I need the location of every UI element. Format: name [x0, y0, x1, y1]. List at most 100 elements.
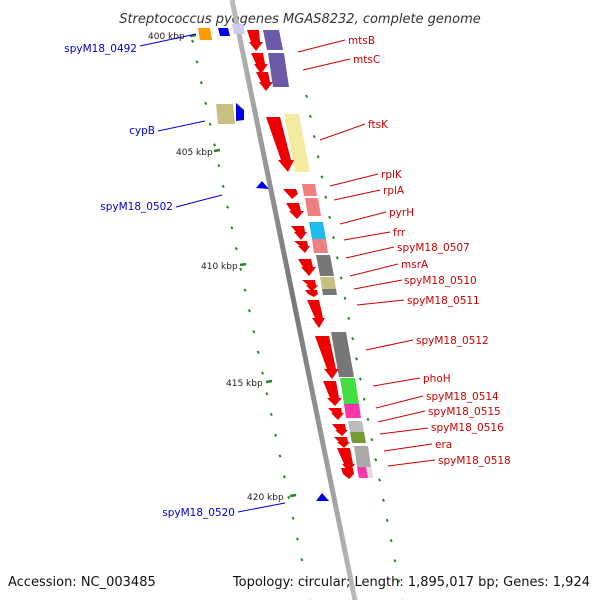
- tick-mark: [381, 498, 385, 502]
- tick-mark: [221, 184, 225, 189]
- tick-mark: [296, 537, 299, 541]
- tick-marks: [189, 33, 404, 600]
- tick-mark: [385, 518, 389, 523]
- cog-box-rplA: [305, 198, 321, 216]
- tick-mark: [320, 175, 324, 179]
- tick-mark: [347, 316, 351, 321]
- cog-box-phoH: [340, 378, 359, 404]
- tick-mark: [261, 371, 264, 375]
- gene-arrow-mtsB: [247, 30, 263, 51]
- cog-box-0510b: [322, 289, 337, 295]
- kbp-label: 420 kbp: [247, 493, 284, 503]
- tick-mark: [366, 417, 370, 422]
- gene-label-ftsK: ftsK: [368, 119, 389, 131]
- gene-arrow-0512: [315, 336, 339, 379]
- tick-mark: [335, 256, 339, 260]
- tick-mark: [378, 478, 382, 482]
- cog-box-mtsC: [268, 53, 289, 87]
- tick-mark: [332, 235, 335, 240]
- tick-mark: [208, 122, 212, 126]
- gene-label-phoH: phoH: [423, 373, 451, 385]
- tick-mark: [358, 377, 362, 381]
- tick-mark: [199, 81, 203, 85]
- cog-box-msrA: [316, 255, 334, 276]
- tick-mark: [316, 155, 320, 159]
- cog-box-0516: [350, 432, 366, 443]
- tick-mark: [282, 475, 286, 479]
- tick-mark: [397, 579, 401, 583]
- tick-mark: [300, 558, 304, 562]
- gene-label-0507: spyM18_0507: [397, 242, 470, 254]
- tick-mark: [351, 336, 355, 341]
- tick-mark: [343, 296, 347, 300]
- accession-text: Accession: NC_003485: [8, 575, 156, 590]
- gene-label-0516: spyM18_0516: [431, 422, 504, 434]
- tick-mark: [370, 437, 374, 442]
- tick-mark: [328, 215, 332, 220]
- cog-box-0515: [348, 421, 364, 432]
- gene-arrow-0518: [341, 468, 354, 479]
- genome-backbone: [229, 0, 358, 600]
- tick-mark: [291, 516, 295, 520]
- tick-mark: [195, 60, 199, 64]
- cog-color-boxes: [198, 24, 373, 478]
- reverse-genes: [218, 28, 329, 501]
- gene-labels-left: spyM18_0492 cypB spyM18_0502 spyM18_0520: [64, 43, 235, 519]
- cog-box-frr: [309, 222, 326, 239]
- tick-mark: [278, 454, 282, 458]
- gene-label-frr: frr: [393, 227, 406, 239]
- gene-arrow-cypB: [236, 103, 244, 121]
- major-tick-mark: [239, 262, 247, 267]
- gene-label-0520: spyM18_0520: [162, 507, 235, 519]
- forward-genes: [247, 30, 355, 479]
- gene-label-mtsC: mtsC: [353, 54, 380, 66]
- cog-box-cypB: [216, 104, 235, 124]
- cog-box-orange: [198, 28, 212, 40]
- tick-mark: [274, 433, 278, 437]
- tick-mark: [304, 578, 308, 583]
- kbp-scale: 400 kbp 405 kbp 410 kbp 415 kbp 420 kbp: [148, 32, 284, 503]
- gene-arrow-0511: [307, 300, 325, 328]
- major-tick-mark: [189, 33, 197, 38]
- gene-arrow-rplA: [286, 203, 304, 219]
- gene-arrow-0520: [316, 493, 329, 501]
- tick-mark: [234, 246, 238, 251]
- gene-label-0502: spyM18_0502: [100, 201, 173, 213]
- gene-arrow-era: [337, 448, 355, 472]
- gene-arrow-frr: [294, 241, 310, 253]
- gene-label-cypB: cypB: [129, 125, 155, 137]
- tick-mark: [247, 309, 251, 313]
- cog-box-0507: [312, 239, 328, 253]
- tick-mark: [312, 134, 316, 139]
- cog-box-0512: [331, 332, 354, 377]
- gene-arrow-mtsC: [251, 53, 268, 74]
- gene-arrow-ftsK: [266, 117, 294, 172]
- gene-label-era: era: [435, 439, 452, 451]
- kbp-label: 400 kbp: [148, 32, 185, 42]
- cog-box-lilac: [232, 24, 245, 34]
- tick-mark: [252, 329, 256, 334]
- tick-mark: [362, 397, 366, 401]
- tick-mark: [305, 94, 309, 98]
- cog-box-0514: [344, 404, 361, 418]
- gene-label-0510: spyM18_0510: [404, 275, 477, 287]
- gene-arrow-0502: [256, 181, 269, 189]
- gene-arrow-rplK: [283, 189, 298, 199]
- tick-mark: [265, 392, 269, 396]
- gene-label-rplA: rplA: [383, 185, 405, 197]
- kbp-label: 405 kbp: [176, 148, 213, 158]
- major-tick-mark: [213, 148, 221, 153]
- kbp-label: 415 kbp: [226, 379, 263, 389]
- genome-summary-text: Topology: circular; Length: 1,895,017 bp…: [232, 575, 590, 590]
- tick-mark: [239, 267, 243, 271]
- cog-box-0518b: [366, 467, 373, 478]
- label-leaders-right: [297, 39, 436, 467]
- tick-mark: [256, 350, 260, 354]
- gene-label-0518: spyM18_0518: [438, 455, 511, 467]
- gene-label-0492: spyM18_0492: [64, 43, 137, 55]
- gene-arrow-0514: [328, 408, 344, 420]
- tick-mark: [230, 226, 234, 230]
- label-leaders-left: [139, 33, 286, 513]
- tick-mark: [374, 458, 378, 462]
